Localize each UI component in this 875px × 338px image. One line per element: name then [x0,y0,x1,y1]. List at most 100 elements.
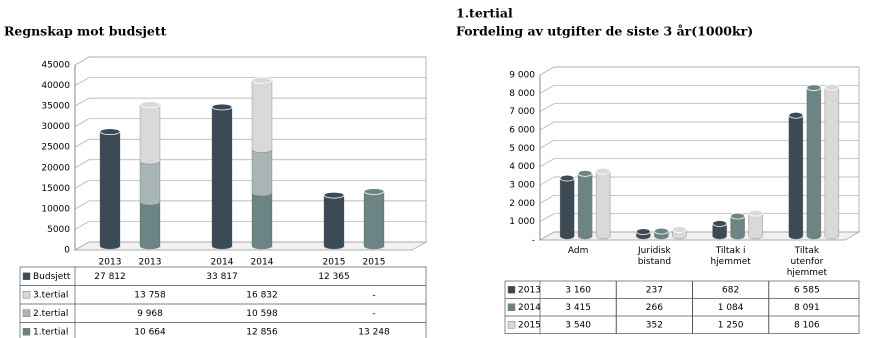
x-tick-label: 2014 [211,258,234,268]
grid-line [74,97,90,107]
table-value: 3 160 [565,285,591,295]
cylinder [211,106,233,250]
x-tick-label: Juridisk bistand [637,246,672,267]
y-tick-label: 1 000 [509,217,535,227]
cylinder [99,131,121,250]
grid-line [74,241,90,251]
y-tick-label: 2 000 [509,199,535,209]
grid-line [539,66,555,76]
y-tick-label: 4 000 [509,162,535,172]
table-value: - [372,309,375,319]
legend-swatch [22,328,31,336]
cylinder [139,202,161,250]
cylinder-top [671,226,687,233]
y-tick-label: - [532,236,535,246]
legend-label: 2014 [518,303,541,313]
table-value: 8 091 [794,303,820,313]
legend-swatch [507,286,516,294]
cylinder-top [99,128,121,136]
y-tick-label: 45000 [41,61,70,71]
y-tick-label: 0 [64,246,70,256]
cylinder [251,192,273,250]
grid-line [74,159,90,169]
legend-swatch [22,291,31,299]
y-tick-label: 20000 [41,163,70,173]
grid-line [539,213,555,222]
cylinder [712,223,727,240]
x-tick-label: 2015 [363,258,386,268]
grid-line [539,231,555,241]
cylinder-top [653,227,669,235]
x-tick-label: Tiltak utenfor hjemmet [786,246,828,278]
grid-line [539,121,555,131]
x-tick-label: 2014 [251,258,274,268]
y-tick-label: 30000 [41,122,70,132]
table-value: 12 856 [246,327,278,337]
y-tick-label: 6 000 [509,126,535,136]
chart-title: 1.tertial [456,6,513,21]
cylinder-top [211,103,233,111]
cylinder [577,173,593,240]
cylinder [139,104,161,165]
table-value: 16 832 [246,290,278,300]
cylinder [363,191,385,250]
x-tick-label: 2013 [139,258,162,268]
x-tick-label: 2013 [99,258,122,268]
legend-label: 2013 [518,285,541,295]
cylinder [559,177,575,240]
y-tick-label: 7 000 [509,107,535,117]
grid-line [539,195,555,204]
x-tick-label: Adm [567,246,589,256]
y-tick-label: 25000 [41,143,70,153]
legend-swatch [22,309,31,317]
cylinder-top [788,111,804,119]
y-tick-label: 15000 [41,184,70,194]
cylinder-top [730,212,746,220]
cylinder-top [635,228,651,236]
cylinder-top [748,209,764,217]
grid-line [539,85,555,94]
legend-label: 2015 [518,320,541,330]
legend-label: 1.tertial [33,327,68,337]
table-value: 352 [646,320,663,330]
grid-line [74,200,90,210]
table-value: 1 250 [718,320,744,330]
legend-swatch [22,272,31,280]
grid-line [74,56,90,66]
table-value: 12 365 [318,272,350,282]
table-value: 33 817 [206,272,238,282]
cylinder-top [363,188,385,195]
cylinder-top [139,101,161,109]
table-value: 10 664 [134,327,166,337]
grid-line [539,176,555,186]
grid-line [74,138,90,148]
grid-line [74,180,90,189]
x-tick-label: 2015 [323,258,346,268]
cylinder [251,149,273,197]
table-value: 237 [646,285,663,295]
cylinder-top [251,76,273,84]
legend-label: Budsjett [33,272,71,282]
table-value: 3 415 [565,303,591,313]
table-value: 10 598 [246,309,278,319]
table-value: 6 585 [794,285,820,295]
table-value: - [372,290,375,300]
grid-line [74,77,90,86]
cylinder [788,115,804,240]
cylinder [323,195,345,250]
cylinder-top [824,83,840,91]
grid-line [539,103,555,112]
y-tick-label: 10000 [41,204,70,214]
table-value: 1 084 [718,303,744,313]
cylinder [730,215,745,240]
cylinder-top [577,169,593,177]
table-value: 27 812 [94,272,126,282]
y-tick-label: 35000 [41,102,70,112]
table-value: 3 540 [565,320,591,330]
cylinder-top [595,167,611,175]
data-table [504,280,860,334]
cylinder [806,87,822,240]
table-value: 8 106 [794,320,820,330]
